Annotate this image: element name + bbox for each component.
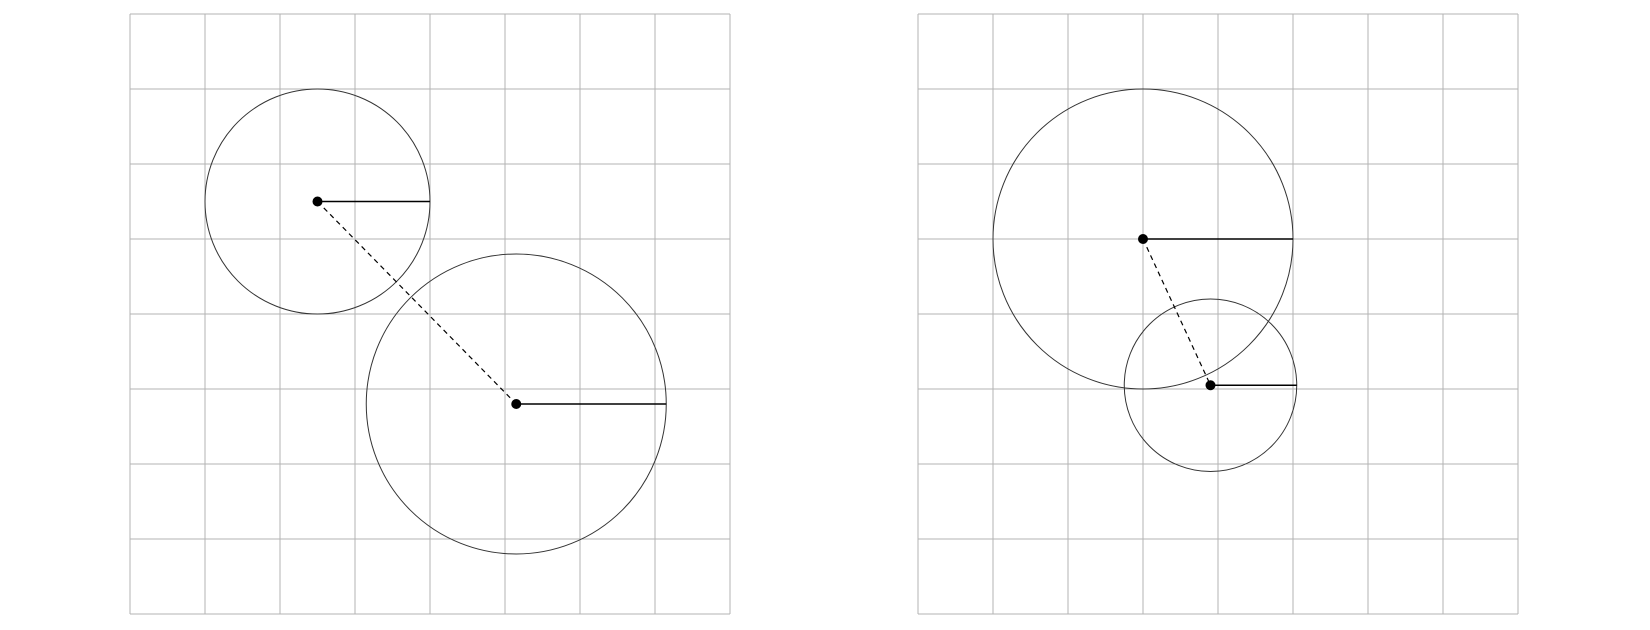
center-distance-line: [317, 201, 517, 405]
center-distance-line: [1142, 238, 1212, 386]
panel-right: [917, 13, 1519, 615]
center-point-small: [1205, 380, 1216, 391]
center-point-small: [312, 196, 323, 207]
center-point-large: [511, 399, 522, 409]
grid: [129, 13, 731, 615]
center-point-large: [1138, 234, 1148, 244]
panel-left: [129, 13, 731, 615]
grid: [917, 13, 1519, 615]
